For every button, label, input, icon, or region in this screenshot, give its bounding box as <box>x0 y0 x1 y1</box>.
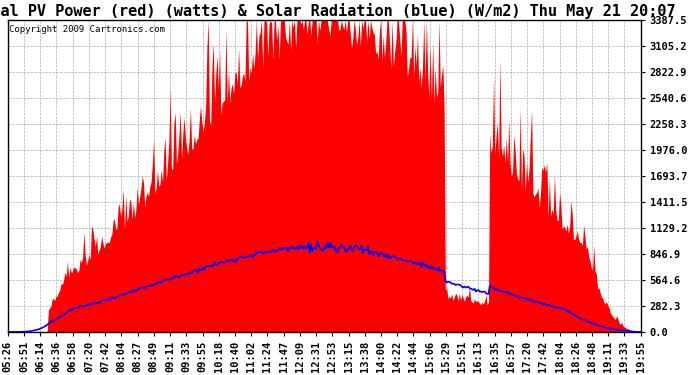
Title: Total PV Power (red) (watts) & Solar Radiation (blue) (W/m2) Thu May 21 20:07: Total PV Power (red) (watts) & Solar Rad… <box>0 3 676 19</box>
Text: Copyright 2009 Cartronics.com: Copyright 2009 Cartronics.com <box>9 25 165 34</box>
